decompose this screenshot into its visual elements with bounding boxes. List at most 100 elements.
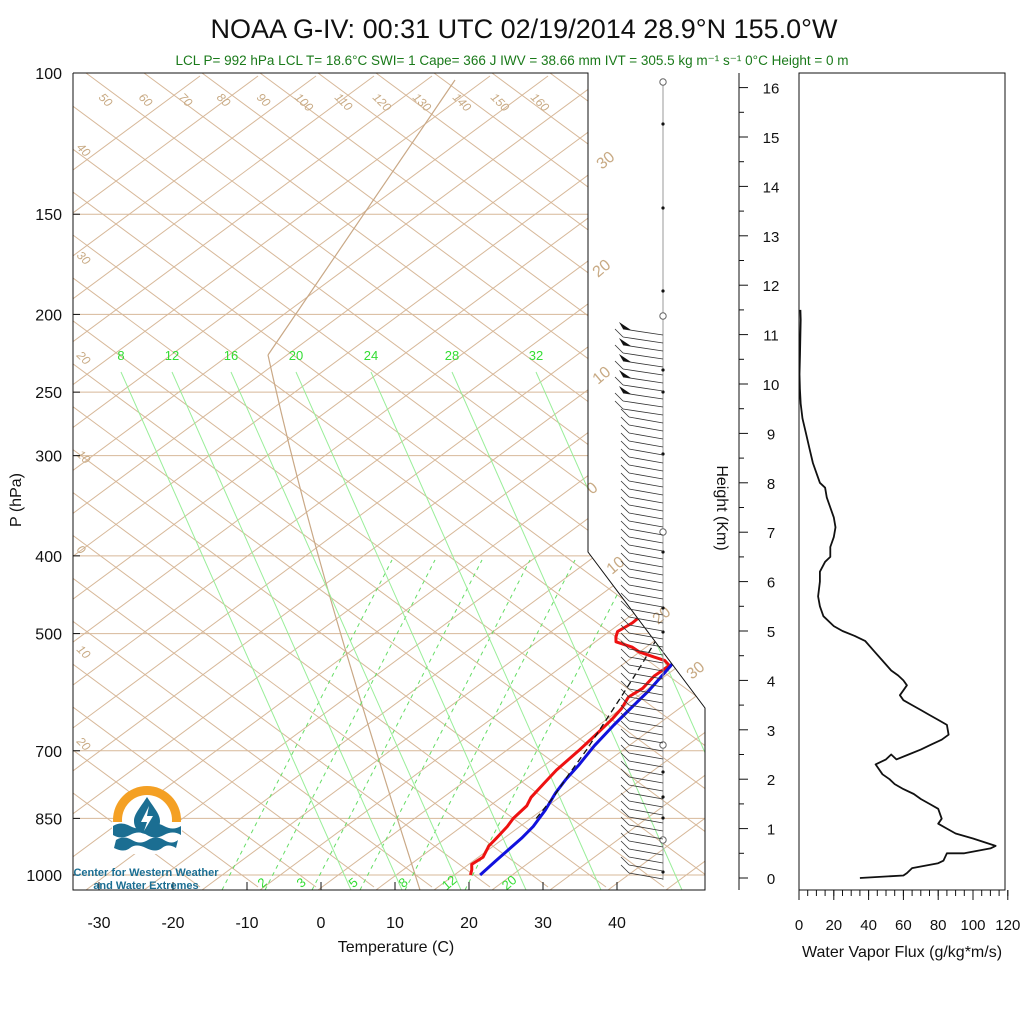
wind-barb-flag <box>620 480 630 490</box>
wind-barb-staff <box>628 456 664 464</box>
temperature-tick-label: 0 <box>317 915 326 932</box>
isotherm <box>782 76 1024 890</box>
wind-barb <box>620 520 664 536</box>
dry-adiabat-label: 100 <box>292 90 316 114</box>
wind-barb <box>620 784 664 800</box>
wind-barb-staff <box>628 552 664 560</box>
wind-barb-flag <box>620 808 630 818</box>
wind-barb-staff <box>628 784 664 792</box>
wind-barb-staff <box>628 816 664 824</box>
wind-barb <box>620 848 664 864</box>
wind-barb <box>620 528 664 544</box>
wind-barb-staff <box>628 680 664 688</box>
moist-adiabat-label: 0 <box>584 479 602 498</box>
wind-barb-staff <box>628 744 664 752</box>
isotherm <box>73 75 705 890</box>
pressure-tick-label: 850 <box>35 811 62 828</box>
wind-barb <box>620 456 664 472</box>
wind-barb-staff <box>622 400 664 408</box>
calm-wind-circle <box>659 78 667 86</box>
isotherm <box>549 75 705 890</box>
wind-barb-staff <box>628 640 664 648</box>
wind-barb-flag <box>620 736 630 746</box>
wind-barb-staff <box>628 824 664 832</box>
wind-station-dot <box>661 368 665 372</box>
wind-barb-staff <box>622 376 664 384</box>
dry-adiabat-label: 20 <box>73 348 93 368</box>
wind-barb-flag <box>614 360 624 370</box>
wind-barb-staff <box>628 776 664 784</box>
dry-adiabat <box>956 73 1024 887</box>
isotherm <box>259 75 705 890</box>
wind-barb <box>620 416 664 432</box>
pressure-tick-label: 200 <box>35 307 62 324</box>
isotherm <box>73 75 549 890</box>
dry-adiabat-label: 160 <box>528 90 552 114</box>
wind-barb <box>614 400 664 416</box>
wind-station-dot <box>661 770 665 774</box>
wind-barb-flag <box>620 696 630 706</box>
wind-barb-staff <box>628 528 664 536</box>
wind-barb-flag <box>620 656 630 666</box>
dry-adiabat <box>491 73 705 888</box>
wind-barb <box>620 864 664 880</box>
wind-barb-flag <box>614 328 624 338</box>
wind-barb-flag <box>620 768 630 778</box>
wind-barb-staff <box>628 728 664 736</box>
wind-barb-flag <box>620 760 630 770</box>
dry-adiabat <box>840 73 1024 887</box>
wind-barb-flag <box>620 720 630 730</box>
pressure-tick-label: 250 <box>35 385 62 402</box>
isotherm <box>375 75 705 890</box>
dry-adiabat <box>607 73 705 888</box>
wind-barb-pennant <box>619 386 631 394</box>
wind-barb-flag <box>620 536 630 546</box>
wind-barb-flag <box>620 840 630 850</box>
wind-barb-staff <box>622 328 664 336</box>
wind-barb-staff <box>628 592 664 600</box>
dry-adiabat <box>73 73 665 888</box>
dry-adiabat <box>73 73 705 888</box>
wind-barb <box>614 328 664 344</box>
wind-barb-staff <box>622 408 664 416</box>
height-tick-label: 0 <box>767 871 775 888</box>
wind-barb <box>619 322 664 336</box>
wind-barb-flag <box>620 752 630 762</box>
wind-barb <box>620 536 664 552</box>
wind-barb-flag <box>620 560 630 570</box>
wind-barb <box>619 354 664 368</box>
dry-adiabat <box>73 73 705 888</box>
wind-barb-staff <box>622 392 664 400</box>
wind-station-dot <box>661 289 665 293</box>
wind-barb-staff <box>628 440 664 448</box>
wind-barb <box>620 408 664 424</box>
pressure-tick-label: 100 <box>35 66 62 83</box>
wind-barb-flag <box>620 856 630 866</box>
wind-barb-flag <box>620 440 630 450</box>
wind-barb <box>620 720 664 736</box>
height-tick-label: 11 <box>763 328 779 345</box>
wind-barb-pennant <box>619 370 631 378</box>
dry-adiabat <box>73 73 705 888</box>
mixing-ratio-label: 8 <box>117 348 124 363</box>
wind-barb-staff <box>628 616 664 624</box>
wind-barb-flag <box>620 512 630 522</box>
wind-barb-pennant <box>619 338 631 346</box>
wind-barb-staff <box>628 520 664 528</box>
wind-barb-flag <box>620 744 630 754</box>
mixing-ratio-line <box>120 371 352 890</box>
wind-barb-flag <box>620 600 630 610</box>
wind-barb-staff <box>628 656 664 664</box>
wind-barb-flag <box>620 784 630 794</box>
wind-barb <box>620 488 664 504</box>
chart-subtitle: LCL P= 992 hPa LCL T= 18.6°C SWI= 1 Cape… <box>175 53 848 68</box>
wind-barb <box>620 424 664 440</box>
temperature-tick-label: -30 <box>87 915 110 932</box>
wind-barb-staff <box>628 672 664 680</box>
logo-line-1: Center for Western Weather <box>73 867 219 879</box>
mixing-ratio-line <box>535 371 705 890</box>
dry-adiabat-label: 110 <box>332 90 356 114</box>
pressure-tick-label: 1000 <box>26 868 62 885</box>
isotherm <box>73 75 375 890</box>
dry-adiabat <box>549 73 705 888</box>
